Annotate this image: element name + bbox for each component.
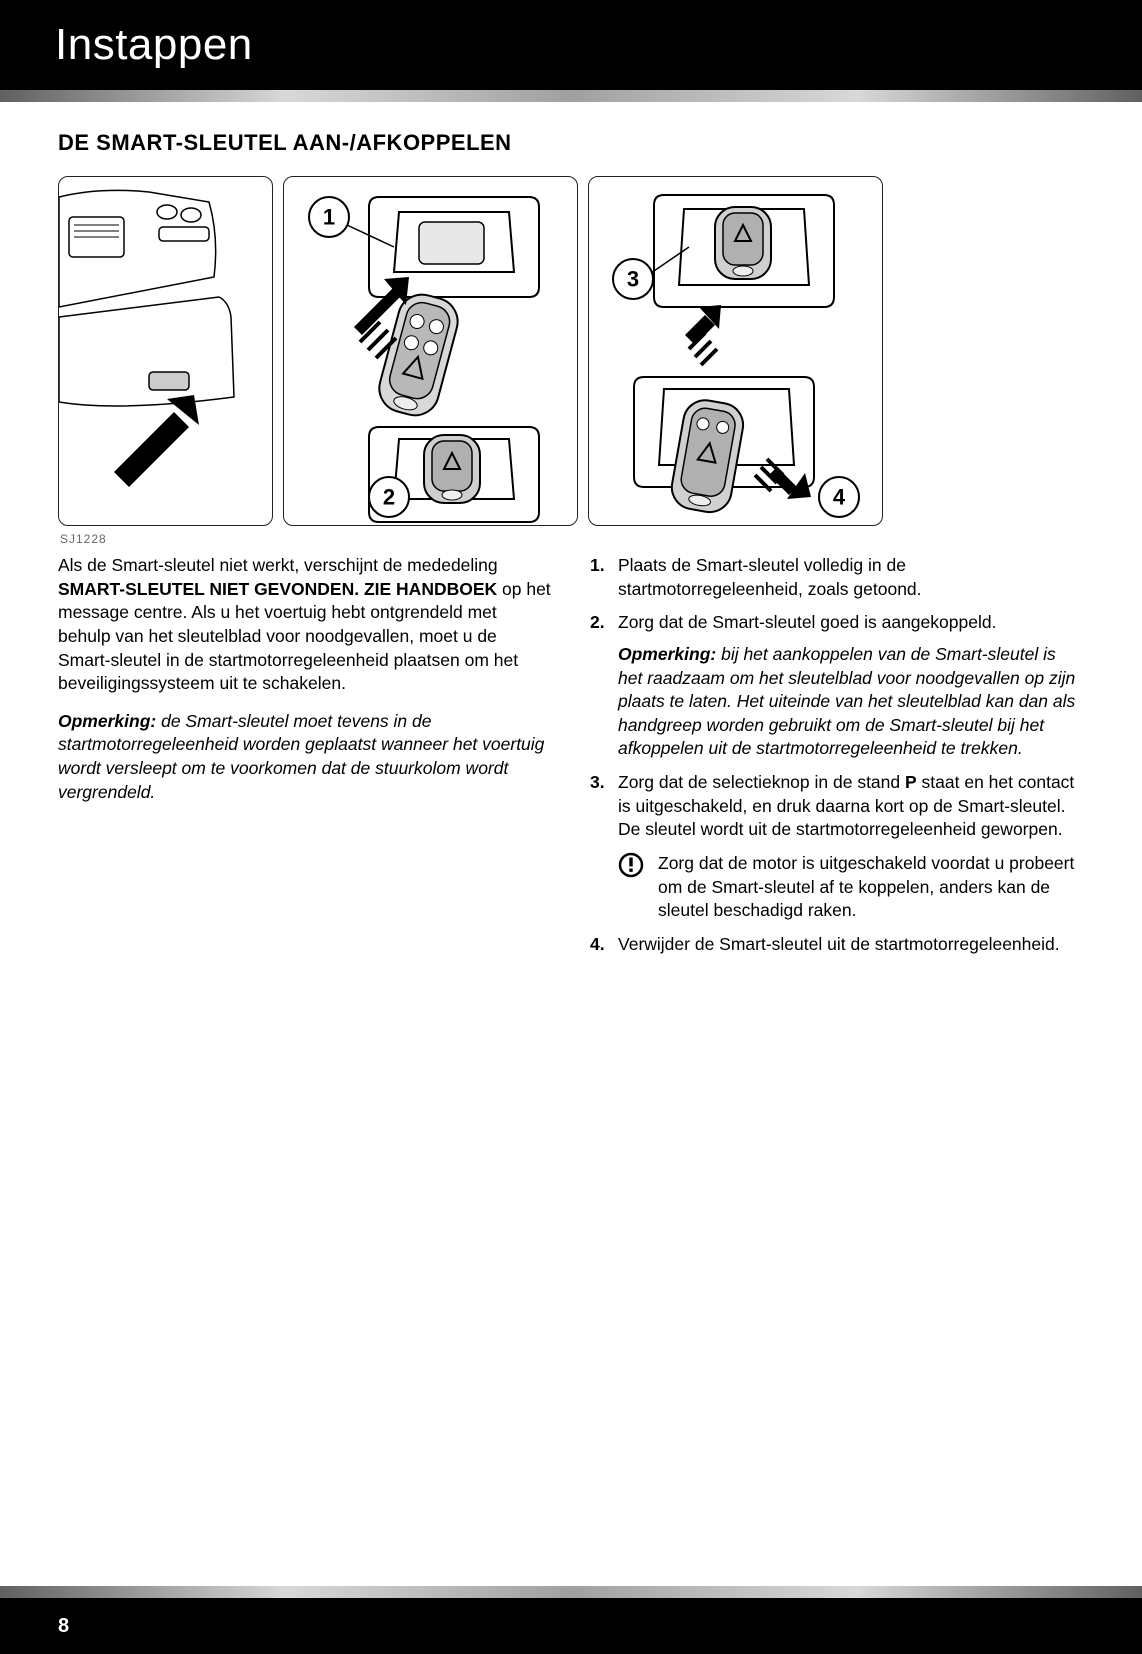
footer-black: 8 [0, 1598, 1142, 1654]
figure-code: SJ1228 [60, 532, 1084, 546]
intro-text-a: Als de Smart-sleutel niet werkt, verschi… [58, 555, 498, 575]
step-number: 2. [590, 611, 618, 761]
note-label: Opmerking: [58, 711, 156, 731]
step-text: Verwijder de Smart-sleutel uit de startm… [618, 933, 1084, 957]
caution-icon [618, 852, 644, 878]
note2-label: Opmerking: [618, 644, 716, 664]
callout-2: 2 [383, 485, 395, 510]
figure-row: 1 2 [58, 176, 1084, 526]
section-heading: DE SMART-SLEUTEL AAN-/AFKOPPELEN [58, 130, 1084, 156]
list-item: 3. Zorg dat de selectieknop in de stand … [590, 771, 1084, 842]
note-paragraph: Opmerking: de Smart-sleutel moet tevens … [58, 710, 552, 805]
header-bar: Instappen [0, 0, 1142, 90]
step-text: Zorg dat de Smart-sleutel goed is aangek… [618, 611, 1084, 761]
key-insert-illustration: 1 2 [284, 177, 579, 527]
header-gradient [0, 90, 1142, 102]
steps-list: 1. Plaats de Smart-sleutel volledig in d… [590, 554, 1084, 842]
step-number: 4. [590, 933, 618, 957]
chapter-title: Instappen [55, 20, 253, 70]
step-text: Zorg dat de selectieknop in de stand P s… [618, 771, 1084, 842]
caution-text: Zorg dat de motor is uitgeschakeld voord… [658, 852, 1084, 923]
list-item: 2. Zorg dat de Smart-sleutel goed is aan… [590, 611, 1084, 761]
list-item: 4. Verwijder de Smart-sleutel uit de sta… [590, 933, 1084, 957]
caution-block: Zorg dat de motor is uitgeschakeld voord… [618, 852, 1084, 923]
footer-gradient [0, 1586, 1142, 1598]
step-number: 3. [590, 771, 618, 842]
steps-list-cont: 4. Verwijder de Smart-sleutel uit de sta… [590, 933, 1084, 957]
figure-panel-a [58, 176, 273, 526]
text-columns: Als de Smart-sleutel niet werkt, verschi… [58, 554, 1084, 966]
intro-bold: SMART-SLEUTEL NIET GEVONDEN. ZIE HANDBOE… [58, 579, 497, 599]
left-column: Als de Smart-sleutel niet werkt, verschi… [58, 554, 552, 966]
step-number: 1. [590, 554, 618, 601]
list-item: 1. Plaats de Smart-sleutel volledig in d… [590, 554, 1084, 601]
page: Instappen DE SMART-SLEUTEL AAN-/AFKOPPEL… [0, 0, 1142, 1654]
step2-text: Zorg dat de Smart-sleutel goed is aangek… [618, 612, 996, 632]
key-remove-illustration: 3 [589, 177, 884, 527]
step3-a: Zorg dat de selectieknop in de stand [618, 772, 905, 792]
step3-bold: P [905, 772, 917, 792]
callout-1: 1 [323, 205, 335, 230]
step2-note: Opmerking: bij het aankoppelen van de Sm… [618, 643, 1084, 761]
page-number: 8 [58, 1615, 69, 1638]
callout-4: 4 [833, 485, 846, 510]
right-column: 1. Plaats de Smart-sleutel volledig in d… [590, 554, 1084, 966]
figure-panel-c: 3 [588, 176, 883, 526]
footer: 8 [0, 1586, 1142, 1654]
content-area: DE SMART-SLEUTEL AAN-/AFKOPPELEN [0, 102, 1142, 966]
intro-paragraph: Als de Smart-sleutel niet werkt, verschi… [58, 554, 552, 696]
step-text: Plaats de Smart-sleutel volledig in de s… [618, 554, 1084, 601]
callout-3: 3 [627, 267, 639, 292]
dashboard-illustration [59, 177, 274, 527]
figure-panel-b: 1 2 [283, 176, 578, 526]
